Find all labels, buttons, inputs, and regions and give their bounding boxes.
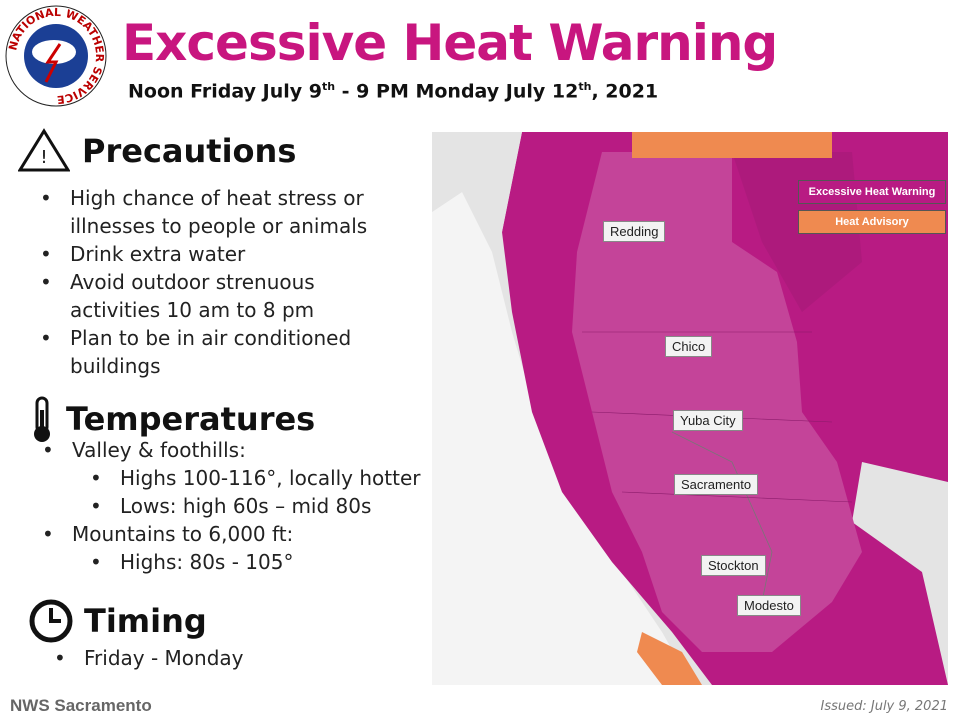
- nws-logo: NATIONAL WEATHER SERVICE: [5, 5, 107, 107]
- office: NWS Sacramento: [10, 696, 152, 715]
- subtitle-part: th: [321, 80, 336, 93]
- title: Excessive Heat Warning: [122, 14, 778, 72]
- bullet-list: High chance of heat stress or illnesses …: [40, 184, 380, 380]
- subtitle-part: th: [578, 80, 592, 93]
- icon-shape: !: [40, 147, 47, 168]
- subtitle-part: Noon Friday July 9: [128, 80, 322, 103]
- section-heading: Precautions: [82, 132, 297, 170]
- bullet-item: Mountains to 6,000 ft:: [42, 520, 442, 548]
- section-icon: !: [17, 128, 71, 176]
- sub-bullet-item: Highs: 80s - 105°: [42, 548, 442, 576]
- icon-shape: [49, 608, 61, 623]
- section-icon: [28, 598, 74, 648]
- subtitle-part: - 9 PM Monday July 12: [335, 80, 579, 103]
- bullet-item: Avoid outdoor strenuous activities 10 am…: [40, 268, 380, 324]
- icon-shape: [29, 599, 73, 643]
- bullet-list: Valley & foothills:Highs 100-116°, local…: [42, 436, 442, 576]
- city-label: Modesto: [737, 595, 801, 616]
- bullet-item: Plan to be in air conditioned buildings: [40, 324, 380, 380]
- subtitle-part: , 2021: [591, 80, 659, 103]
- map: [432, 132, 948, 685]
- icon-shape: [17, 128, 71, 172]
- section-heading: Temperatures: [66, 400, 316, 438]
- legend-entry: Heat Advisory: [798, 210, 946, 234]
- bullet-item: Friday - Monday: [54, 644, 454, 672]
- legend-entry: Excessive Heat Warning: [798, 180, 946, 204]
- bullet-item: Valley & foothills:: [42, 436, 442, 464]
- sub-bullet-item: Lows: high 60s – mid 80s: [42, 492, 442, 520]
- bullet-item: Drink extra water: [40, 240, 380, 268]
- icon-shape: !: [17, 128, 71, 172]
- city-label: Yuba City: [673, 410, 743, 431]
- issued-date: Issued: July 9, 2021: [820, 699, 948, 714]
- bullet-item: High chance of heat stress or illnesses …: [40, 184, 380, 240]
- section-heading: Timing: [84, 602, 207, 640]
- city-label: Chico: [665, 336, 713, 357]
- sub-bullet-item: Highs 100-116°, locally hotter: [42, 464, 442, 492]
- city-label: Redding: [603, 221, 666, 242]
- bullet-list: Friday - Monday: [54, 644, 454, 672]
- icon-shape: [40, 410, 44, 432]
- subtitle: Noon Friday July 9th - 9 PM Monday July …: [128, 80, 658, 102]
- city-label: Sacramento: [674, 474, 759, 495]
- city-label: Stockton: [701, 555, 766, 576]
- icon-shape: [29, 599, 73, 643]
